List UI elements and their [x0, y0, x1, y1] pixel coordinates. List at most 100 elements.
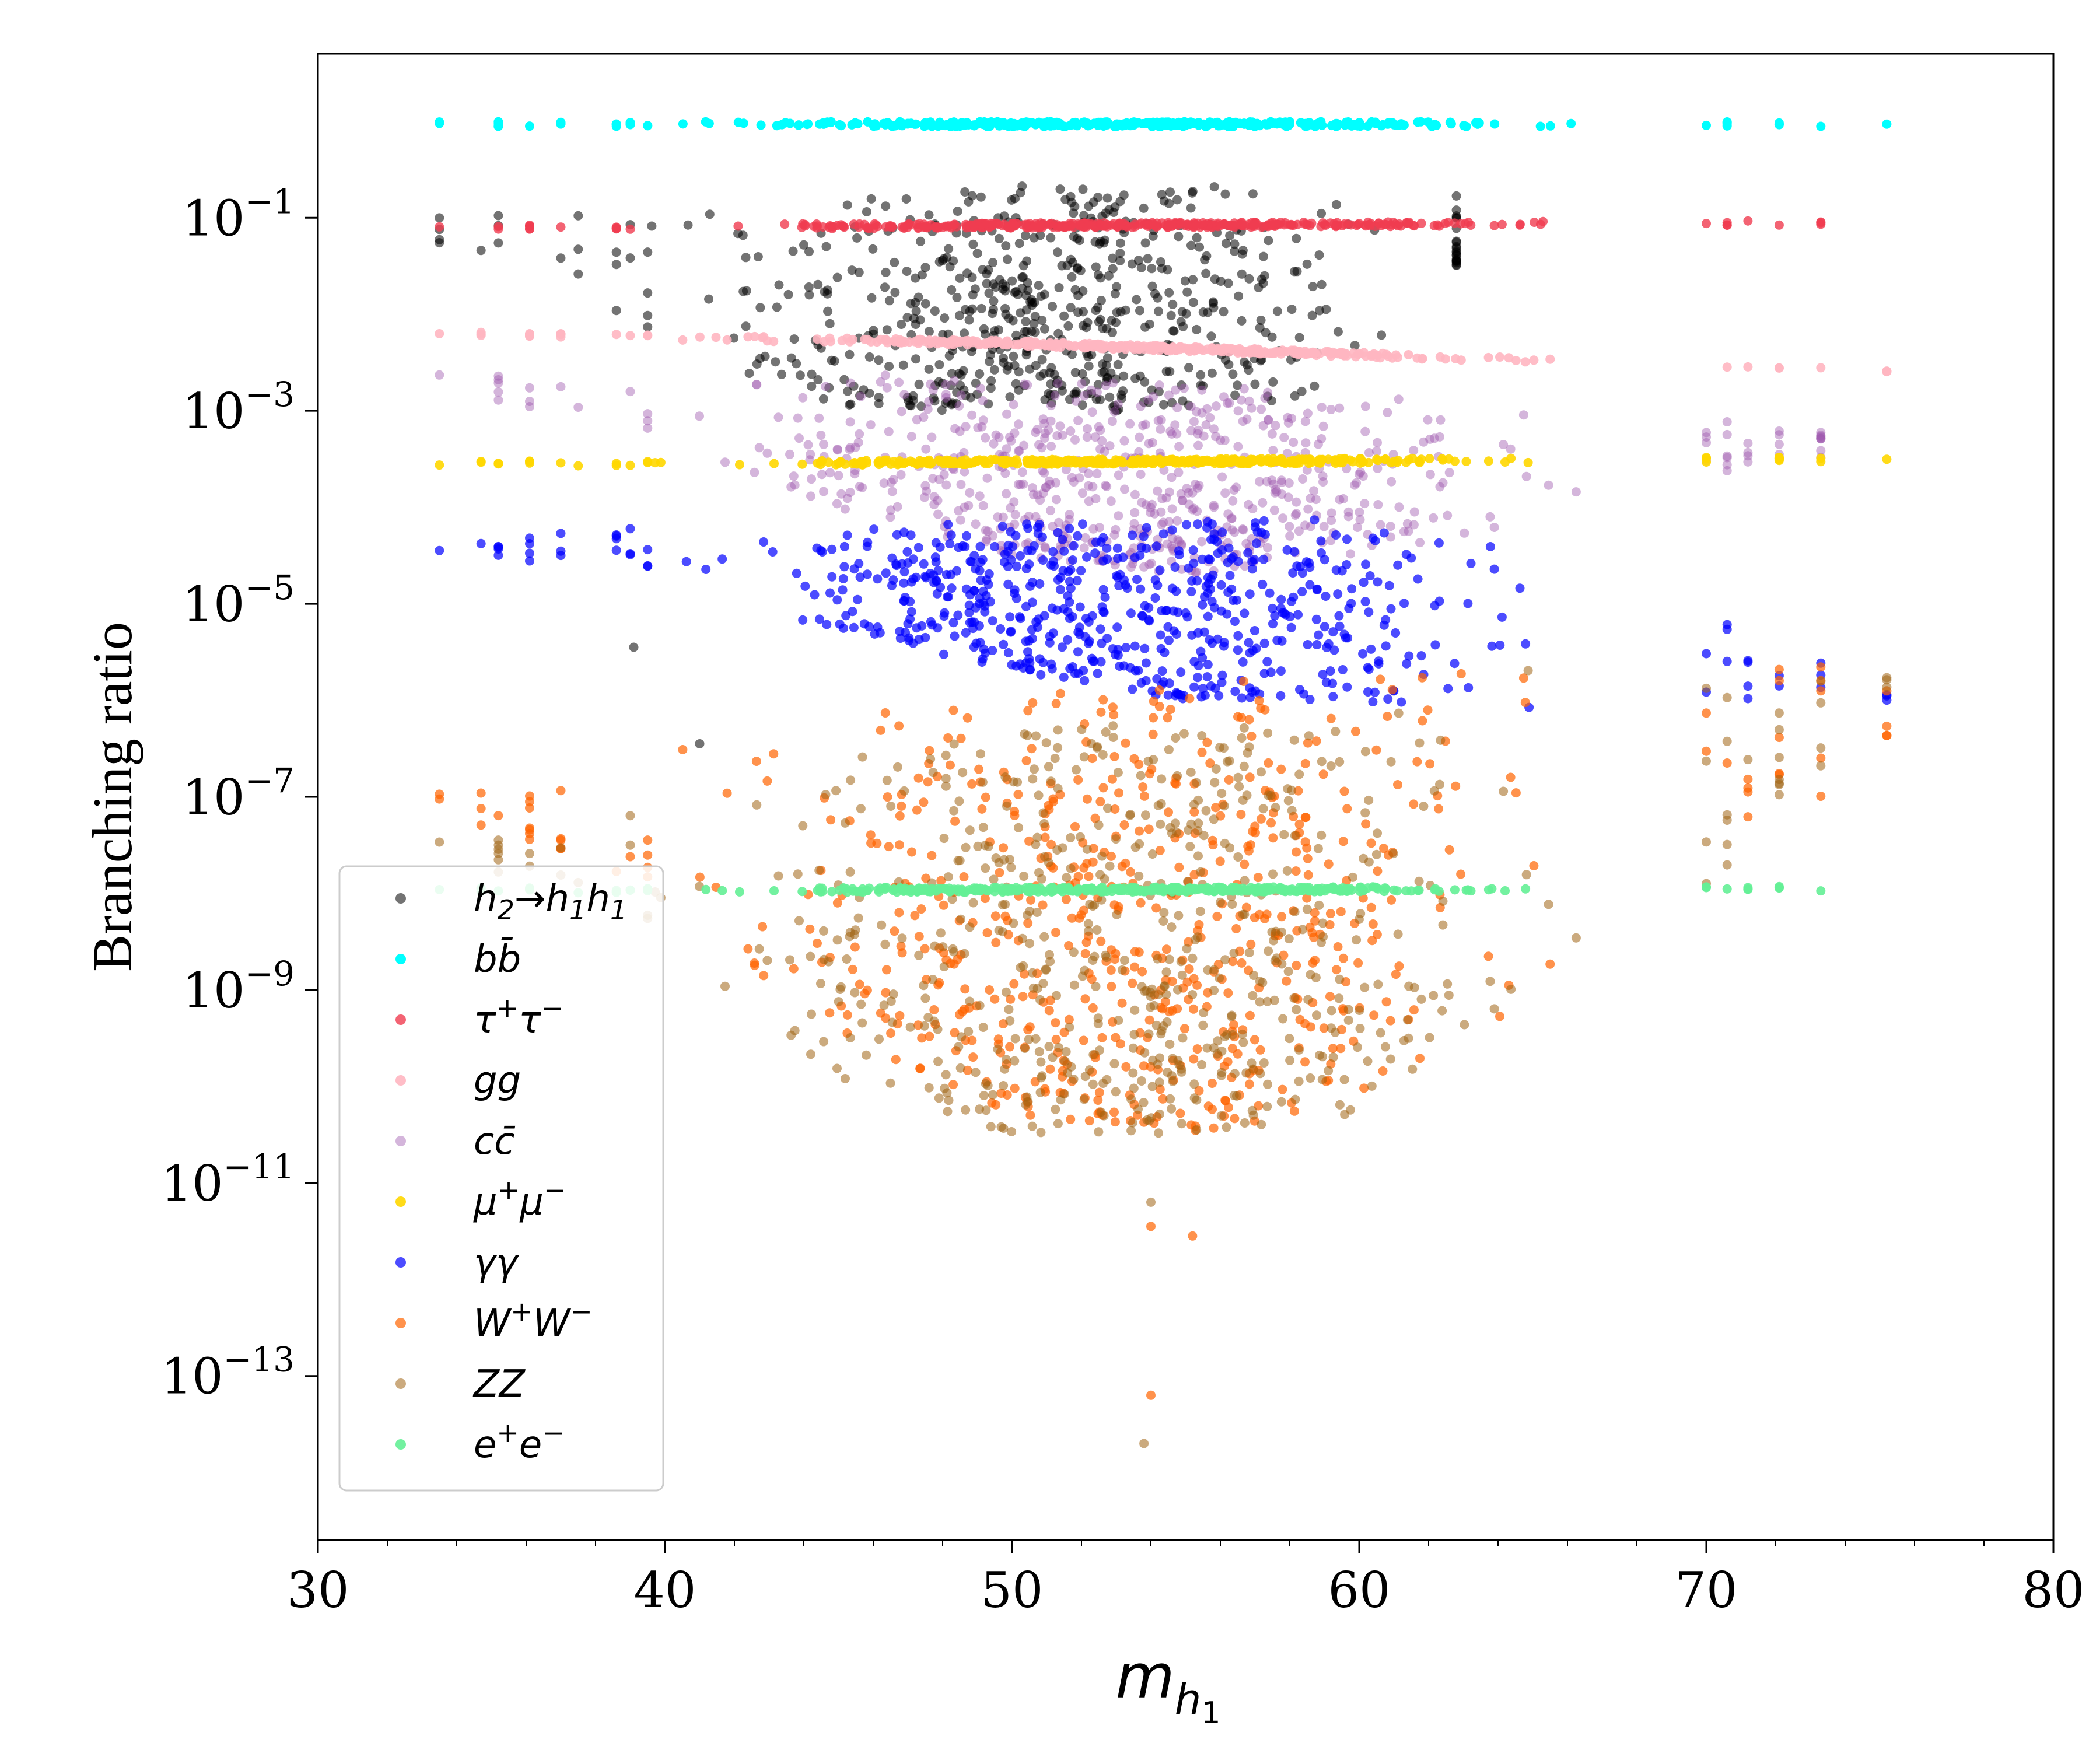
series-6-point	[1258, 579, 1268, 589]
series-6-point	[1193, 519, 1203, 529]
series-0-point	[573, 211, 583, 221]
series-4-point	[1009, 400, 1019, 410]
series-0-point	[985, 350, 995, 360]
series-6-point	[1024, 559, 1034, 569]
series-6-point	[476, 538, 486, 548]
series-6-point	[1268, 619, 1278, 629]
series-6-point	[1003, 648, 1013, 657]
series-4-point	[1166, 426, 1175, 436]
series-4-point	[1156, 415, 1166, 425]
series-8-point	[1294, 1045, 1304, 1055]
series-6-point	[1193, 673, 1203, 683]
series-0-point	[1166, 310, 1176, 320]
series-6-point	[1247, 564, 1257, 574]
series-8-point	[1134, 871, 1144, 881]
series-8-point	[862, 1050, 872, 1060]
series-8-point	[1249, 971, 1259, 980]
series-7-point	[1117, 998, 1127, 1008]
series-7-point	[1180, 1024, 1189, 1034]
series-6-point	[1228, 596, 1238, 605]
series-0-point	[1046, 398, 1056, 408]
series-1-point	[1355, 121, 1365, 131]
series-4-point	[960, 502, 970, 512]
series-8-point	[1256, 1119, 1266, 1129]
series-6-point	[1128, 684, 1138, 694]
series-4-point	[1048, 522, 1058, 531]
series-7-point	[1255, 1045, 1265, 1055]
series-4-point	[1264, 415, 1273, 425]
series-8-point	[835, 985, 845, 994]
series-4-point	[1282, 449, 1292, 459]
series-4-point	[855, 482, 864, 491]
series-4-point	[1046, 442, 1056, 451]
series-8-point	[999, 1081, 1009, 1090]
series-1-point	[772, 121, 782, 131]
series-8-point	[1133, 1104, 1143, 1114]
series-6-point	[960, 542, 970, 551]
series-8-point	[1032, 908, 1042, 917]
series-4-point	[1023, 380, 1032, 390]
series-6-point	[1515, 583, 1525, 593]
series-4-point	[1006, 436, 1016, 446]
series-4-point	[1172, 403, 1182, 412]
series-6-point	[1360, 597, 1370, 607]
series-6-point	[1324, 639, 1334, 649]
series-6-point	[1216, 606, 1226, 616]
series-5-point	[1237, 458, 1247, 468]
series-8-point	[1278, 1014, 1288, 1024]
series-0-point	[842, 200, 852, 210]
series-7-point	[848, 964, 858, 974]
series-3-point	[722, 335, 732, 345]
series-0-point	[944, 351, 954, 361]
series-6-point	[1331, 530, 1341, 540]
series-4-point	[643, 423, 653, 433]
series-4-point	[1385, 522, 1395, 531]
series-4-point	[981, 433, 991, 443]
series-4-point	[959, 447, 969, 457]
series-4-point	[1224, 398, 1234, 408]
series-6-point	[962, 531, 971, 541]
series-4-point	[1354, 470, 1364, 479]
series-4-point	[1120, 484, 1129, 494]
series-0-point	[1220, 355, 1230, 365]
series-1-point	[1370, 117, 1380, 127]
series-3-point	[1412, 353, 1422, 363]
series-4-point	[955, 426, 965, 436]
series-8-point	[1080, 965, 1090, 975]
series-8-point	[880, 939, 890, 949]
series-6-point	[1214, 691, 1224, 701]
series-0-point	[918, 270, 927, 280]
series-2-point	[993, 219, 1003, 229]
series-8-point	[1063, 1068, 1073, 1078]
series-1-point	[435, 117, 444, 127]
series-8-point	[1045, 957, 1055, 967]
series-6-point	[1003, 562, 1013, 571]
series-0-point	[898, 360, 908, 370]
series-4-point	[1263, 543, 1272, 552]
series-7-point	[1324, 859, 1334, 869]
series-6-point	[1155, 565, 1165, 575]
series-2-point	[1329, 219, 1339, 229]
series-8-point	[1317, 830, 1326, 840]
series-8-point	[1722, 860, 1732, 870]
series-4-point	[1364, 448, 1374, 457]
series-6-point	[897, 559, 907, 569]
series-7-point	[1300, 758, 1310, 768]
series-8-point	[1255, 1069, 1265, 1079]
series-6-point	[970, 617, 979, 627]
series-6-point	[953, 610, 963, 620]
series-0-point	[1087, 350, 1097, 360]
series-8-point	[807, 1009, 816, 1019]
series-4-point	[1423, 415, 1433, 425]
series-6-point	[1138, 611, 1147, 621]
series-7-point	[1110, 1107, 1119, 1117]
series-8-point	[1066, 833, 1076, 842]
series-6-point	[1337, 566, 1347, 576]
series-8-point	[774, 871, 783, 881]
series-4-point	[921, 481, 930, 491]
series-7-point	[1276, 764, 1286, 774]
series-8-point	[1130, 1005, 1140, 1015]
series-5-point	[1010, 457, 1020, 467]
series-3-point	[1208, 343, 1217, 353]
series-0-point	[1238, 246, 1248, 256]
